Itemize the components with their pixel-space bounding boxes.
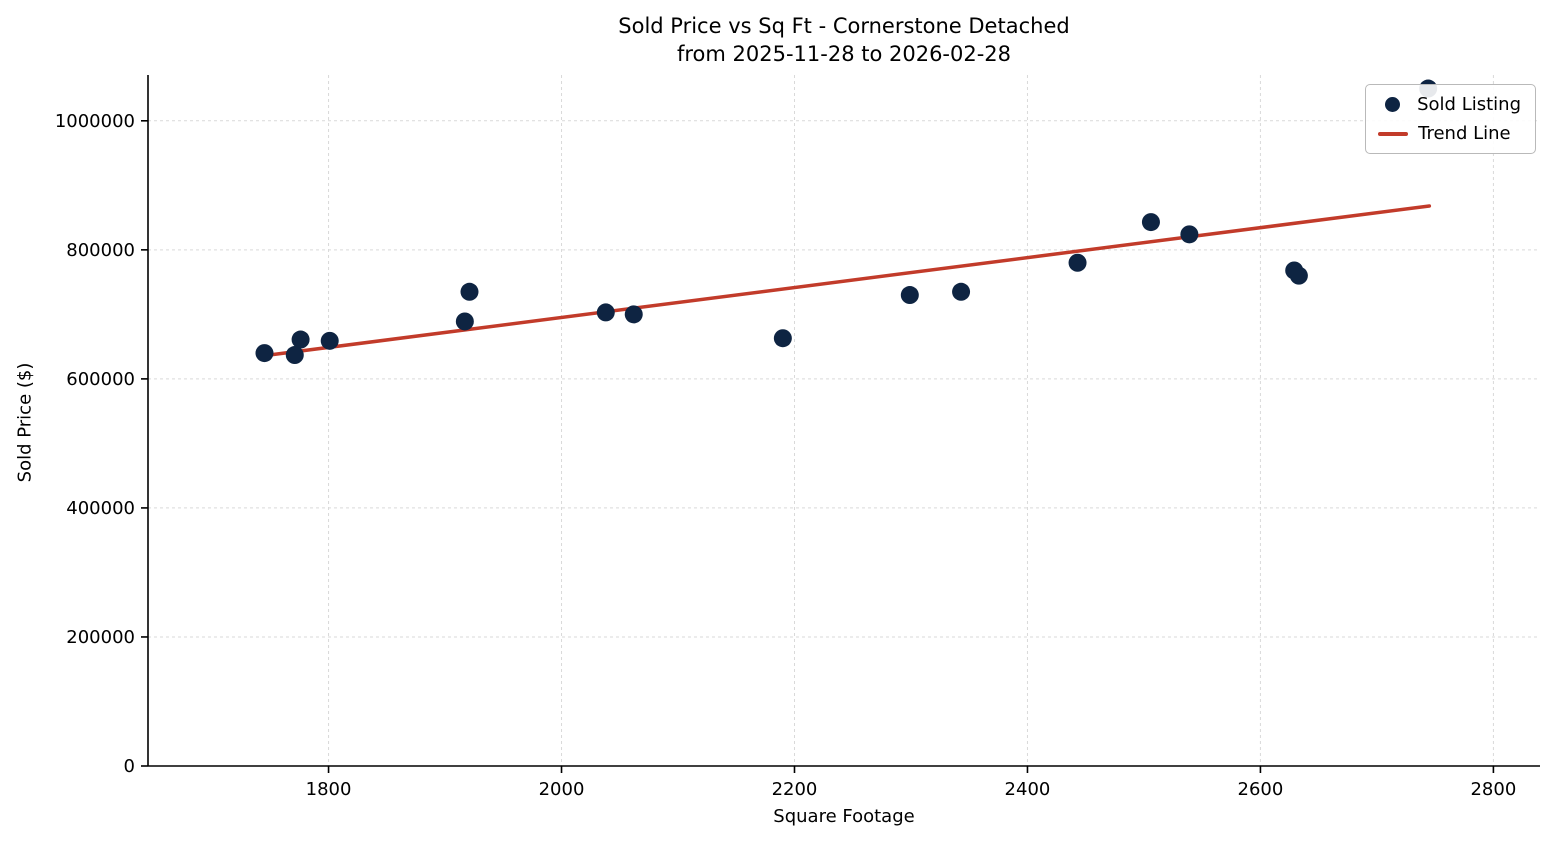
legend-label-sold-listing: Sold Listing [1417, 94, 1521, 115]
svg-text:1800: 1800 [306, 779, 352, 800]
legend-item-sold-listing: Sold Listing [1378, 94, 1521, 115]
svg-text:0: 0 [124, 756, 135, 777]
svg-text:800000: 800000 [66, 240, 135, 261]
chart-title: Sold Price vs Sq Ft - Cornerstone Detach… [148, 12, 1540, 69]
sold-listing-marker-icon [1385, 97, 1401, 112]
legend-label-trend-line: Trend Line [1418, 123, 1511, 144]
svg-text:2400: 2400 [1005, 779, 1051, 800]
svg-text:2800: 2800 [1470, 779, 1516, 800]
svg-text:1000000: 1000000 [55, 111, 135, 132]
svg-text:2000: 2000 [539, 779, 585, 800]
svg-text:2200: 2200 [772, 779, 818, 800]
svg-text:2600: 2600 [1238, 779, 1284, 800]
y-axis-label: Sold Price ($) [14, 362, 36, 483]
x-axis-label: Square Footage [773, 806, 915, 827]
chart-title-line1: Sold Price vs Sq Ft - Cornerstone Detach… [618, 14, 1070, 38]
svg-text:600000: 600000 [66, 369, 135, 390]
svg-text:400000: 400000 [66, 498, 135, 519]
legend-item-trend-line: Trend Line [1378, 123, 1521, 144]
trend-line-marker-icon [1378, 131, 1409, 136]
legend: Sold Listing Trend Line [1365, 84, 1536, 154]
chart-title-line2: from 2025-11-28 to 2026-02-28 [676, 42, 1012, 67]
svg-text:200000: 200000 [66, 627, 135, 648]
